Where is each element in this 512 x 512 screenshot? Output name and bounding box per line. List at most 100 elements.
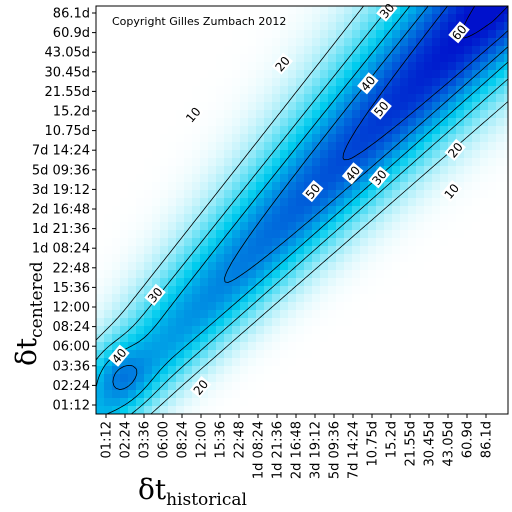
heatmap-cell <box>216 118 225 127</box>
heatmap-cell <box>176 222 185 231</box>
heatmap-cell <box>400 294 409 303</box>
heatmap-cell <box>128 390 137 399</box>
heatmap-cell <box>120 406 129 414</box>
heatmap-cell <box>160 270 169 279</box>
heatmap-cell <box>216 206 225 215</box>
heatmap-cell <box>176 86 185 95</box>
heatmap-cell <box>496 286 505 295</box>
heatmap-cell <box>200 238 209 247</box>
heatmap-cell <box>416 54 425 63</box>
heatmap-cell <box>304 6 313 15</box>
heatmap-cell <box>304 222 313 231</box>
heatmap-cell <box>504 46 508 55</box>
heatmap-cell <box>208 54 217 63</box>
heatmap-cell <box>496 230 505 239</box>
heatmap-cell <box>256 214 265 223</box>
heatmap-cell <box>312 198 321 207</box>
heatmap-cell <box>296 406 305 414</box>
heatmap-cell <box>328 278 337 287</box>
heatmap-cell <box>424 286 433 295</box>
heatmap-cell <box>384 382 393 391</box>
heatmap-cell <box>288 254 297 263</box>
heatmap-cell <box>464 22 473 31</box>
heatmap-cell <box>472 94 481 103</box>
heatmap-cell <box>480 310 489 319</box>
heatmap-cell <box>240 22 249 31</box>
heatmap-cell <box>216 158 225 167</box>
heatmap-cell <box>112 334 121 343</box>
heatmap-cell <box>192 310 201 319</box>
heatmap-cell <box>416 86 425 95</box>
heatmap-cell <box>424 230 433 239</box>
heatmap-cell <box>344 126 353 135</box>
heatmap-cell <box>128 310 137 319</box>
heatmap-cell <box>312 30 321 39</box>
heatmap-cell <box>192 78 201 87</box>
heatmap-cell <box>192 94 201 103</box>
heatmap-cell <box>152 62 161 71</box>
heatmap-cell <box>312 358 321 367</box>
y-tick-label: 12:00 <box>53 301 90 316</box>
heatmap-cell <box>96 150 105 159</box>
heatmap-cell <box>208 374 217 383</box>
heatmap-cell <box>432 294 441 303</box>
heatmap-cell <box>256 150 265 159</box>
heatmap-cell <box>408 230 417 239</box>
heatmap-cell <box>416 182 425 191</box>
heatmap-cell <box>200 46 209 55</box>
heatmap-cell <box>488 406 497 414</box>
heatmap-cell <box>256 222 265 231</box>
heatmap-cell <box>344 294 353 303</box>
heatmap-cell <box>432 206 441 215</box>
heatmap-cell <box>304 382 313 391</box>
heatmap-cell <box>160 198 169 207</box>
heatmap-cell <box>400 334 409 343</box>
heatmap-cell <box>296 6 305 15</box>
heatmap-cell <box>248 254 257 263</box>
heatmap-cell <box>488 214 497 223</box>
heatmap-cell <box>280 46 289 55</box>
y-axis-label: δtcentered <box>10 261 47 366</box>
heatmap-cell <box>432 78 441 87</box>
heatmap-cell <box>336 6 345 15</box>
heatmap-cell <box>392 102 401 111</box>
heatmap-cell <box>312 14 321 23</box>
heatmap-cell <box>424 102 433 111</box>
heatmap-cell <box>392 230 401 239</box>
heatmap-cell <box>392 278 401 287</box>
heatmap-cell <box>304 78 313 87</box>
heatmap-cell <box>488 102 497 111</box>
heatmap-cell <box>120 262 129 271</box>
heatmap-cell <box>344 62 353 71</box>
y-tick-label: 43.05d <box>45 46 90 61</box>
heatmap-cell <box>296 14 305 23</box>
heatmap-cell <box>448 22 457 31</box>
heatmap-cell <box>176 158 185 167</box>
heatmap-cell <box>496 374 505 383</box>
heatmap-cell <box>136 406 145 414</box>
heatmap-cell <box>232 94 241 103</box>
heatmap-cell <box>416 262 425 271</box>
heatmap-cell <box>312 326 321 335</box>
heatmap-cell <box>392 390 401 399</box>
heatmap-cell <box>216 334 225 343</box>
heatmap-cell <box>112 310 121 319</box>
heatmap-cell <box>336 342 345 351</box>
heatmap-cell <box>336 326 345 335</box>
heatmap-cell <box>112 86 121 95</box>
heatmap-cell <box>208 302 217 311</box>
heatmap-cell <box>488 198 497 207</box>
heatmap-cell <box>328 190 337 199</box>
heatmap-cell <box>168 358 177 367</box>
heatmap-cell <box>288 350 297 359</box>
heatmap-cell <box>496 214 505 223</box>
heatmap-cell <box>120 46 129 55</box>
heatmap-cell <box>456 366 465 375</box>
heatmap-cell <box>256 182 265 191</box>
heatmap-cell <box>240 206 249 215</box>
heatmap-cell <box>384 118 393 127</box>
heatmap-cell <box>112 62 121 71</box>
heatmap-cell <box>344 334 353 343</box>
heatmap-cell <box>456 182 465 191</box>
heatmap-cell <box>480 246 489 255</box>
